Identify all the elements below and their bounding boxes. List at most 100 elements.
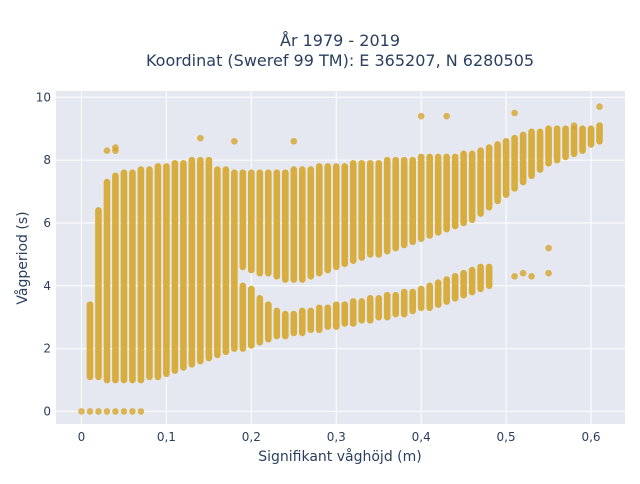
- y-tick-label: 2: [43, 342, 51, 356]
- data-column: [332, 301, 340, 330]
- data-point: [120, 408, 128, 415]
- data-column: [129, 169, 136, 384]
- data-column: [570, 125, 578, 158]
- data-column: [366, 295, 374, 324]
- data-column: [468, 150, 476, 224]
- data-column: [494, 141, 501, 205]
- data-column: [451, 153, 459, 230]
- data-column: [451, 273, 459, 302]
- data-column: [180, 159, 187, 371]
- data-column: [231, 169, 238, 352]
- data-column: [409, 288, 416, 315]
- data-column: [137, 166, 145, 384]
- data-column: [188, 156, 196, 368]
- data-column: [222, 166, 230, 356]
- data-column: [248, 169, 255, 274]
- data-point: [511, 109, 518, 117]
- data-point: [545, 269, 552, 277]
- data-column: [112, 172, 119, 384]
- data-column: [443, 153, 450, 233]
- data-column: [281, 310, 289, 340]
- data-column: [205, 156, 213, 362]
- chart-title-line1: År 1979 - 2019: [280, 31, 400, 50]
- data-column: [477, 263, 484, 293]
- data-column: [103, 178, 111, 384]
- data-column: [239, 282, 247, 352]
- x-tick-label: 0,6: [581, 430, 600, 444]
- data-point: [103, 147, 111, 154]
- x-tick-label: 0,4: [412, 430, 431, 444]
- data-point: [528, 273, 535, 280]
- data-column: [332, 163, 340, 271]
- data-column: [315, 163, 323, 277]
- data-column: [366, 159, 374, 258]
- data-column: [290, 310, 298, 337]
- data-column: [146, 166, 153, 381]
- data-point: [137, 408, 145, 415]
- data-column: [256, 169, 264, 277]
- data-column: [460, 269, 467, 299]
- y-tick-label: 10: [36, 90, 51, 104]
- data-column: [562, 125, 569, 161]
- data-column: [324, 304, 332, 330]
- data-column: [197, 156, 204, 365]
- data-column: [528, 128, 535, 180]
- data-column: [349, 159, 357, 264]
- data-column: [265, 169, 272, 277]
- data-point: [511, 273, 518, 280]
- data-column: [265, 301, 272, 343]
- data-column: [383, 156, 391, 255]
- data-column: [358, 159, 366, 261]
- data-column: [468, 266, 476, 296]
- data-column: [95, 207, 102, 381]
- data-column: [375, 159, 383, 258]
- data-column: [553, 125, 561, 164]
- data-points: [78, 103, 603, 415]
- data-column: [307, 166, 315, 280]
- data-point: [231, 137, 238, 145]
- data-column: [298, 307, 306, 337]
- data-column: [434, 153, 442, 236]
- y-axis-ticks: 0 2 4 6 8 10: [36, 90, 51, 418]
- y-tick-label: 4: [43, 279, 51, 293]
- data-column: [502, 137, 510, 198]
- data-point: [95, 408, 102, 415]
- data-column: [443, 276, 450, 305]
- data-column: [273, 169, 281, 280]
- data-point: [443, 112, 450, 120]
- data-point: [112, 408, 119, 415]
- x-tick-label: 0,3: [327, 430, 346, 444]
- data-column: [154, 163, 162, 381]
- x-tick-label: 0,2: [242, 430, 261, 444]
- data-column: [239, 169, 247, 271]
- data-column: [120, 169, 128, 384]
- data-column: [536, 128, 544, 173]
- data-column: [248, 285, 255, 349]
- data-column: [485, 263, 493, 290]
- data-column: [400, 156, 408, 249]
- data-point: [596, 103, 603, 111]
- data-column: [460, 150, 467, 227]
- data-column: [273, 307, 281, 340]
- x-axis-label: Signifikant våghöjd (m): [258, 448, 421, 465]
- data-point: [112, 147, 119, 154]
- data-column: [171, 159, 179, 374]
- data-column: [358, 298, 366, 324]
- y-axis-label: Vågperiod (s): [14, 211, 31, 304]
- data-column: [545, 125, 552, 167]
- data-point: [570, 122, 578, 129]
- data-point: [290, 137, 298, 145]
- data-point: [417, 112, 425, 120]
- data-column: [341, 163, 349, 268]
- chart-title-line2: Koordinat (Sweref 99 TM): E 365207, N 62…: [146, 51, 534, 70]
- data-point: [103, 408, 111, 415]
- data-column: [86, 301, 94, 381]
- data-point: [129, 408, 136, 415]
- data-point: [545, 244, 552, 252]
- data-column: [392, 291, 400, 318]
- data-column: [307, 307, 315, 334]
- data-column: [214, 166, 221, 359]
- data-point: [197, 134, 204, 142]
- data-column: [349, 298, 357, 327]
